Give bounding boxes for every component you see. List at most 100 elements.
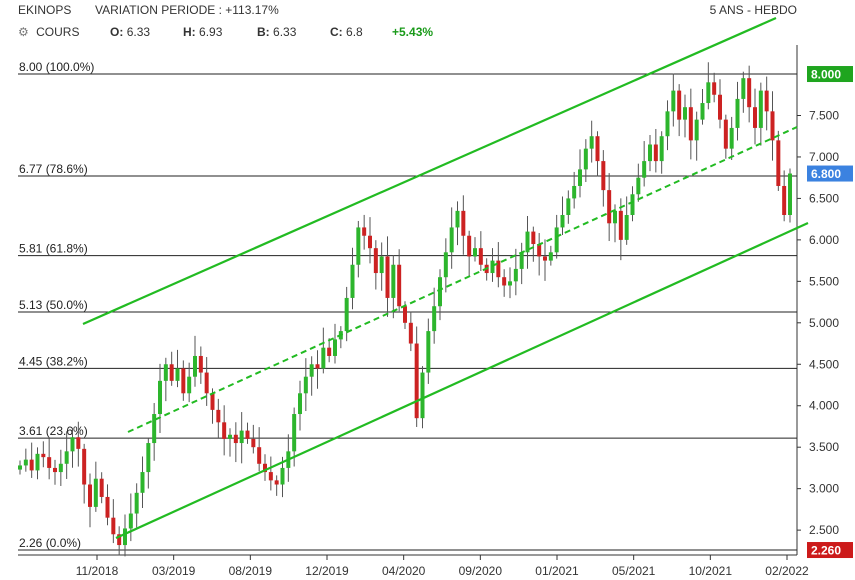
- change-value: +5.43%: [392, 25, 434, 39]
- fibonacci-levels: 8.00 (100.0%) 6.77 (78.6%) 5.81 (61.8%) 5.1…: [18, 60, 797, 551]
- candle-down: [747, 78, 752, 108]
- candle-up: [648, 144, 652, 162]
- candle-down: [210, 393, 215, 410]
- candle-up: [548, 252, 553, 261]
- ticker-label: EKINOPS: [18, 3, 72, 17]
- candle-up: [508, 281, 512, 286]
- candle-up: [694, 119, 699, 141]
- candle-up: [758, 90, 763, 128]
- candle-up: [298, 393, 302, 415]
- candle-down: [368, 235, 372, 249]
- channel-median-line: [127, 126, 798, 433]
- fib-level-label: 3.61 (23.6%): [19, 424, 88, 438]
- candle-up: [636, 177, 641, 195]
- candle-down: [251, 438, 256, 448]
- candle-up: [123, 528, 127, 546]
- fib-level-label: 5.81 (61.8%): [19, 242, 88, 256]
- candle-up: [344, 297, 349, 332]
- price-tag-label: 8.000: [811, 68, 841, 82]
- candle-down: [712, 82, 717, 95]
- x-tick-label: 03/2019: [152, 564, 196, 578]
- candle-down: [543, 256, 547, 261]
- candle-up: [443, 252, 448, 278]
- fib-level-label: 4.45 (38.2%): [19, 354, 88, 368]
- period-label: 5 ANS - HEBDO: [709, 3, 797, 17]
- candle-up: [473, 248, 477, 257]
- close-value: 6.8: [346, 25, 363, 39]
- candle-down: [274, 480, 279, 485]
- candle-down: [403, 306, 407, 323]
- x-axis: 11/2018 03/2019 08/2019 12/2019 04/2020 09/20…: [76, 555, 809, 578]
- candle-down: [198, 355, 203, 373]
- candle-up: [438, 277, 442, 307]
- candle-down: [677, 90, 682, 120]
- candle-up: [292, 414, 297, 452]
- candle-down: [47, 457, 52, 468]
- candle-down: [764, 90, 769, 112]
- candle-up: [309, 364, 314, 377]
- candle-down: [257, 447, 262, 464]
- candle-up: [566, 198, 571, 215]
- candle-down: [414, 343, 419, 419]
- candle-up: [187, 376, 192, 394]
- candle-down: [607, 190, 612, 224]
- y-tick-label: 7.000: [809, 150, 839, 164]
- y-tick-label: 5.500: [809, 274, 839, 288]
- candle-down: [467, 235, 472, 257]
- candle-up: [152, 414, 157, 444]
- candle-down: [82, 448, 87, 485]
- price-tag-max: [807, 66, 853, 83]
- candle-down: [408, 322, 413, 344]
- variation-label: VARIATION PERIODE :: [95, 3, 222, 17]
- candle-up: [379, 256, 384, 274]
- candle-up: [426, 331, 431, 373]
- candle-down: [204, 372, 209, 394]
- candle-down: [753, 107, 757, 128]
- candle-down: [618, 210, 623, 240]
- x-tick-label: 11/2018: [76, 564, 119, 578]
- price-tag-label: 6.800: [811, 167, 841, 181]
- candle-up: [683, 107, 687, 120]
- low-label: B:: [257, 25, 270, 39]
- y-tick-label: 4.000: [809, 399, 839, 413]
- candle-down: [601, 161, 606, 191]
- candle-down: [117, 534, 122, 546]
- candle-up: [589, 136, 594, 149]
- candle-up: [455, 210, 460, 228]
- gear-icon[interactable]: ⚙: [18, 25, 29, 39]
- price-tag-label: 2.260: [811, 544, 841, 558]
- candle-down: [362, 227, 367, 236]
- fib-level-label: 2.26 (0.0%): [19, 536, 81, 550]
- candle-down: [29, 459, 34, 471]
- candle-up: [239, 430, 244, 444]
- candle-up: [659, 136, 664, 162]
- x-tick-label: 09/2020: [459, 564, 503, 578]
- series-label: COURS: [36, 25, 80, 39]
- candle-up: [58, 463, 63, 473]
- y-tick-label: 3.500: [809, 440, 839, 454]
- candle-up: [700, 103, 705, 120]
- candle-up: [420, 372, 425, 419]
- y-tick-label: 7.500: [809, 108, 839, 122]
- candle-down: [496, 260, 501, 278]
- candle-down: [88, 484, 92, 507]
- candle-up: [134, 492, 139, 514]
- ohlc-close: C: 6.8: [330, 25, 363, 39]
- candle-down: [537, 244, 542, 257]
- candle-down: [315, 364, 320, 369]
- candle-down: [268, 472, 273, 481]
- low-value: 6.33: [273, 25, 297, 39]
- candle-down: [770, 111, 775, 141]
- y-tick-label: 6.000: [809, 233, 839, 247]
- series-selector[interactable]: ⚙ COURS: [18, 25, 79, 39]
- candle-down: [169, 364, 174, 381]
- candle-down: [595, 136, 600, 162]
- candle-up: [350, 264, 355, 298]
- ohlc-low: B: 6.33: [257, 25, 296, 39]
- x-tick-label: 02/2022: [765, 564, 809, 578]
- ohlc-open: O: 6.33: [110, 25, 150, 39]
- x-tick-label: 04/2020: [382, 564, 426, 578]
- candle-up: [525, 231, 530, 253]
- channel-upper-line: [82, 16, 777, 326]
